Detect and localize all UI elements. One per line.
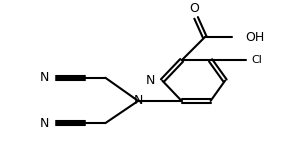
Text: N: N	[40, 117, 49, 130]
Text: Cl: Cl	[251, 55, 262, 65]
Text: N: N	[40, 71, 49, 84]
Text: N: N	[133, 94, 143, 107]
Text: N: N	[146, 74, 156, 87]
Text: O: O	[189, 2, 199, 15]
Text: OH: OH	[245, 31, 264, 44]
